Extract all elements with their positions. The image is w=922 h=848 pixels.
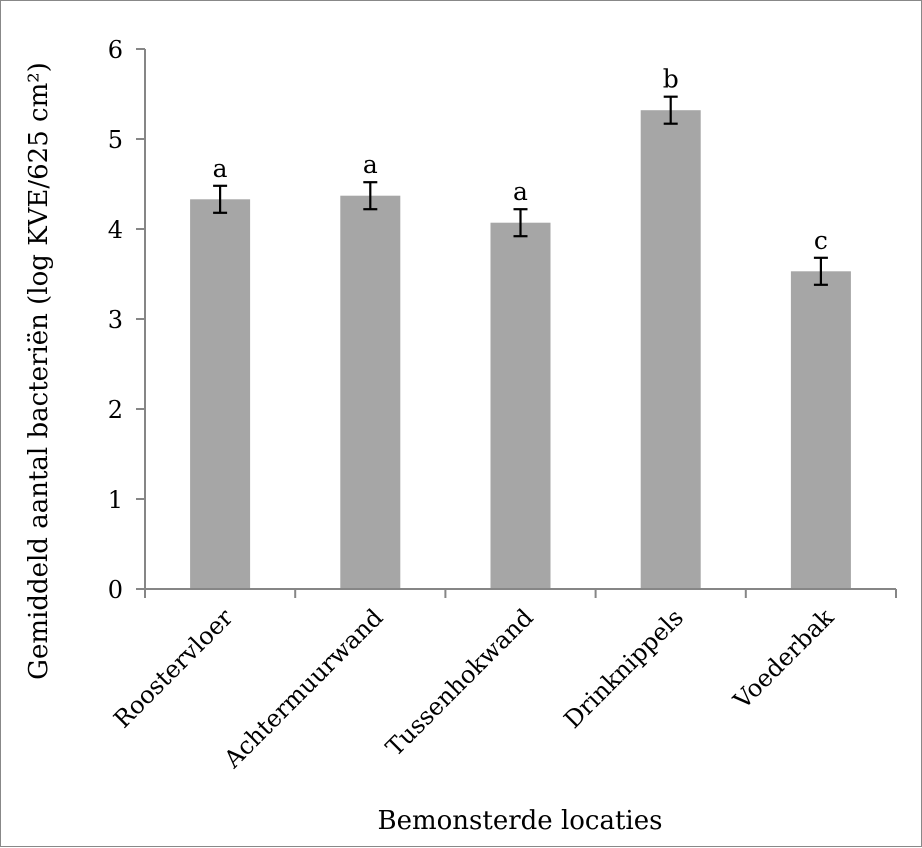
- x-category-label: Voederbak: [727, 603, 839, 715]
- x-category-label: Drinknippels: [559, 603, 689, 733]
- bar: [640, 110, 701, 589]
- error-bars: [213, 95, 828, 286]
- error-bar: [363, 181, 378, 211]
- bar: [490, 222, 551, 589]
- significance-letter: a: [213, 154, 228, 183]
- significance-letter: a: [363, 150, 378, 179]
- significance-letters: a a a b c: [213, 65, 828, 255]
- error-bar: [663, 95, 678, 125]
- bar: [340, 195, 401, 589]
- y-tick-label: 4: [108, 216, 123, 244]
- y-axis-title: Gemiddeld aantal bacteriën (log KVE/625 …: [24, 62, 54, 680]
- x-category-label: Roostervloer: [108, 603, 238, 733]
- significance-letter: b: [663, 65, 679, 94]
- bar: [190, 199, 251, 590]
- axes: [144, 49, 896, 590]
- y-tick-label: 6: [108, 36, 123, 64]
- x-category-label: Tussenhokwand: [380, 603, 538, 761]
- significance-letter: a: [513, 177, 528, 206]
- error-bar: [813, 256, 828, 286]
- significance-letter: c: [814, 226, 828, 255]
- y-axis-ticks: 0 1 2 3 4 5 6: [108, 36, 145, 604]
- y-tick-label: 1: [108, 486, 123, 514]
- y-tick-label: 2: [108, 396, 123, 424]
- x-category-label: Achtermuurwand: [218, 603, 389, 774]
- x-axis-ticks: [144, 589, 897, 598]
- y-tick-label: 3: [108, 306, 123, 334]
- y-tick-label: 5: [108, 126, 123, 154]
- bar: [790, 271, 851, 589]
- x-axis-title: Bemonsterde locaties: [378, 806, 663, 836]
- y-tick-label: 0: [108, 576, 123, 604]
- bars: [190, 110, 851, 590]
- error-bar: [513, 208, 528, 238]
- error-bar: [213, 184, 228, 214]
